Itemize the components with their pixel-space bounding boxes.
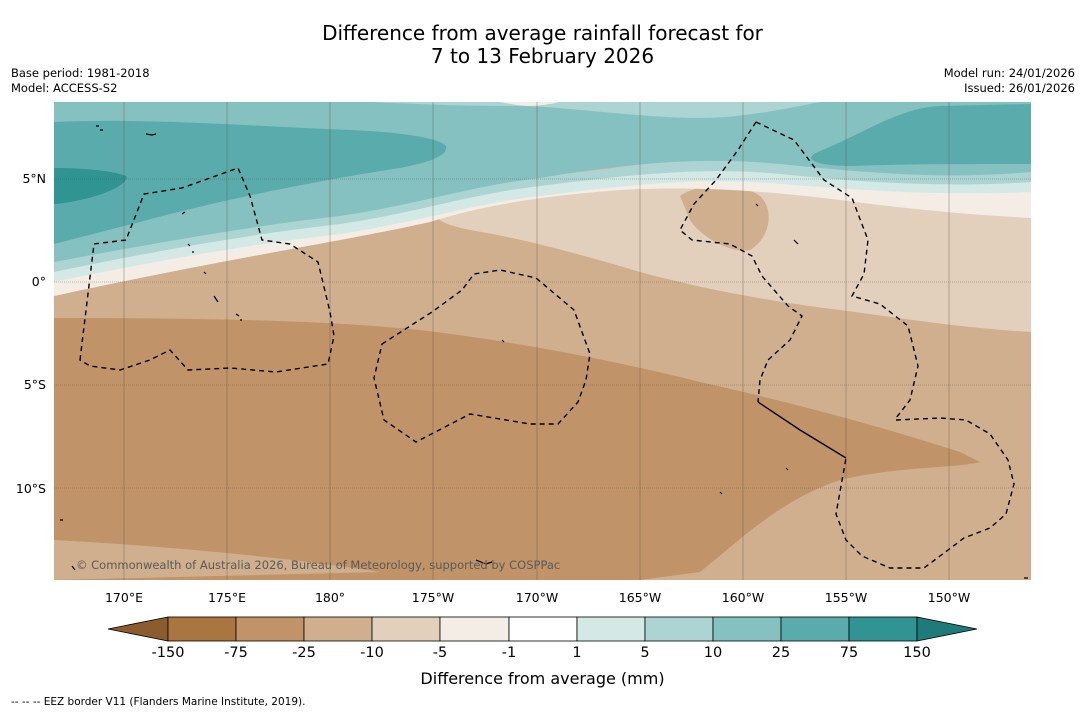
lon-label-150w: 150°W: [927, 590, 971, 605]
meta-left: Base period: 1981-2018 Model: ACCESS-S2: [11, 66, 150, 95]
colorbar-bin-11: [848, 616, 918, 642]
island-4: [501, 239, 799, 471]
eez-phoenix: [373, 269, 591, 443]
lat-label-10s: 10°S: [15, 481, 46, 496]
chart-title: Difference from average rainfall forecas…: [0, 22, 1085, 68]
colorbar-title: Difference from average (mm): [420, 669, 665, 688]
lat-label-5n: 5°N: [22, 171, 46, 186]
lon-label-170w: 170°W: [515, 590, 559, 605]
eez-line-islands: [755, 121, 919, 419]
field-light-dry: [436, 170, 1031, 332]
meta-right: Model run: 24/01/2026 Issued: 26/01/2026: [944, 66, 1075, 95]
colorbar-bin-5: [439, 616, 510, 642]
colorbar-tick-3: -25: [292, 645, 316, 661]
model-name: Model: ACCESS-S2: [11, 80, 118, 95]
colorbar-bin-1: [167, 616, 237, 642]
colorbar-extend-high: [916, 616, 978, 642]
field-wet-2: [54, 157, 1031, 272]
colorbar-tick-9: 10: [703, 645, 723, 661]
field-wet-1: [54, 166, 1031, 282]
colorbar-bin-2: [235, 616, 305, 642]
colorbar-bin-3: [303, 616, 373, 642]
colorbar-tick-4: -10: [360, 645, 384, 661]
eez-boundary-solid: [757, 401, 847, 459]
eez-borders: [79, 121, 1015, 569]
field-wet-4: [54, 120, 447, 244]
colorbar-tick-5: -5: [432, 645, 448, 661]
field-pale-top: [370, 102, 820, 118]
lat-label-0: 0°: [31, 274, 46, 289]
graticule: [54, 102, 1031, 580]
colorbar-bin-6: [508, 616, 578, 642]
lon-label-160w: 160°W: [721, 590, 765, 605]
island-2: [181, 211, 207, 275]
lon-label-155w: 155°W: [824, 590, 868, 605]
colorbar-tick-11: 75: [839, 645, 859, 661]
colorbar-tick-7: 1: [572, 645, 582, 661]
colorbar-bin-10: [780, 616, 850, 642]
map-field: [54, 102, 1031, 580]
lon-label-170e: 170°E: [104, 590, 143, 605]
colorbar-tick-2: -75: [224, 645, 248, 661]
eez-footnote: -- -- -- EEZ border V11 (Flanders Marine…: [11, 696, 306, 708]
lon-label-175w: 175°W: [411, 590, 455, 605]
field-white-top: [500, 102, 560, 106]
field-light-dry-south: [54, 540, 380, 580]
base-period: Base period: 1981-2018: [11, 66, 150, 80]
island-1: [96, 125, 157, 136]
colorbar-bin-8: [644, 616, 714, 642]
field-very-dry-band: [54, 318, 980, 580]
field-dry-blob: [680, 185, 769, 251]
title-line-1: Difference from average rainfall forecas…: [322, 21, 763, 45]
eez-kiribati-gilberts: [79, 167, 335, 373]
eez-line-islands-west: [679, 121, 803, 403]
colorbar-bin-4: [371, 616, 441, 642]
lon-label-180: 180°: [314, 590, 346, 605]
colorbar: [107, 616, 978, 642]
island-3: [213, 295, 242, 321]
colorbar-tick-8: 5: [640, 645, 650, 661]
field-wet-4-east: [811, 104, 1031, 166]
lon-label-175e: 175°E: [207, 590, 246, 605]
island-6: [719, 203, 1028, 579]
field-wet-5: [54, 168, 127, 204]
issued-date: Issued: 26/01/2026: [964, 80, 1075, 95]
colorbar-tick-10: 25: [771, 645, 791, 661]
island-5: [60, 519, 493, 571]
islands: [60, 125, 1028, 579]
title-line-2: 7 to 13 February 2026: [430, 44, 655, 68]
model-run: Model run: 24/01/2026: [943, 66, 1075, 80]
colorbar-bin-9: [712, 616, 782, 642]
colorbar-tick-6: -1: [501, 645, 517, 661]
lat-label-5s: 5°S: [23, 377, 46, 392]
colorbar-tick-1: -150: [151, 645, 185, 661]
eez-french-polynesia: [835, 417, 1015, 569]
lon-label-165w: 165°W: [618, 590, 662, 605]
colorbar-bin-7: [576, 616, 646, 642]
colorbar-tick-12: 150: [903, 645, 931, 661]
copyright-notice: © Commonwealth of Australia 2026, Bureau…: [76, 558, 561, 572]
colorbar-extend-low: [107, 616, 169, 642]
